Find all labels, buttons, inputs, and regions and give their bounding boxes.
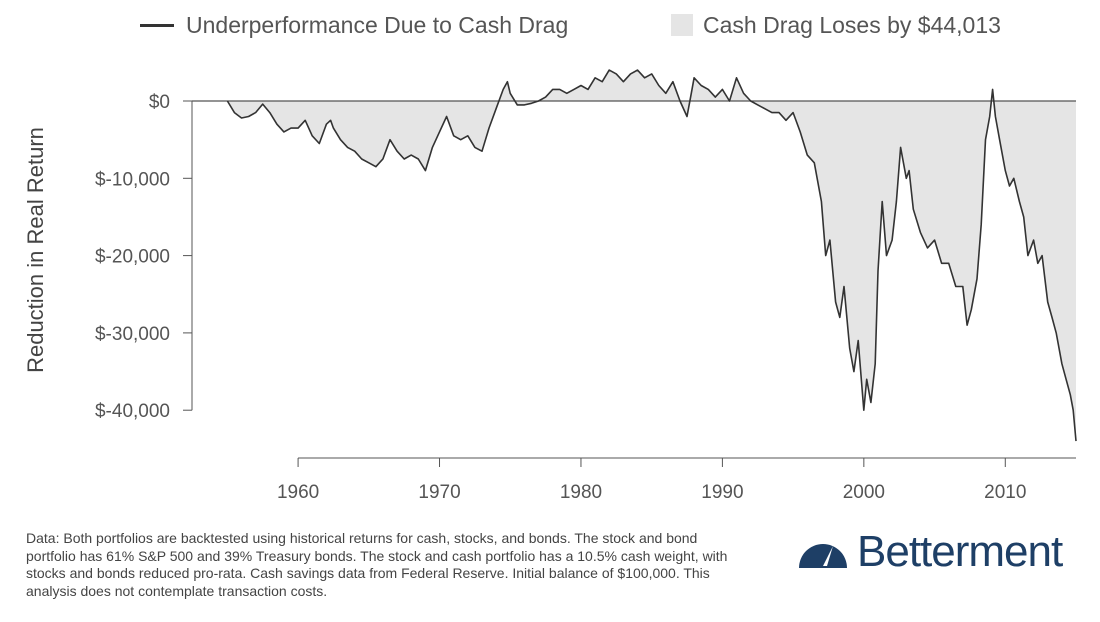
cash-drag-chart: $0 $-10,000 $-20,000 $-30,000 $-40,000 1960 1… xyxy=(23,69,1077,503)
underperformance-line xyxy=(226,69,1077,442)
logo-text: Betterment xyxy=(857,527,1063,576)
y-tick-label: $-30,000 xyxy=(95,324,170,345)
betterment-logo: Betterment xyxy=(797,527,1063,576)
x-tick-label: 1980 xyxy=(560,482,602,503)
footnote: Data: Both portfolios are backtested usi… xyxy=(26,530,728,599)
y-tick-label: $-20,000 xyxy=(95,247,170,268)
y-tick-label: $-40,000 xyxy=(95,401,170,422)
legend-line-swatch xyxy=(140,23,174,27)
legend-area-swatch xyxy=(671,14,693,36)
legend-item-line: Underperformance Due to Cash Drag xyxy=(140,8,568,42)
x-tick-label: 1990 xyxy=(701,482,743,503)
x-tick-label: 1960 xyxy=(277,482,319,503)
legend-area-label: Cash Drag Loses by $44,013 xyxy=(703,11,1001,38)
gauge-icon xyxy=(799,544,847,568)
y-axis-title: Reduction in Real Return xyxy=(23,127,48,373)
legend-item-area: Cash Drag Loses by $44,013 xyxy=(671,8,1001,42)
y-tick-label: $0 xyxy=(149,92,170,113)
x-tick-label: 2010 xyxy=(984,482,1026,503)
chart-legend: Underperformance Due to Cash Drag Cash D… xyxy=(0,8,1100,42)
x-tick-label: 1970 xyxy=(418,482,460,503)
x-tick-label: 2000 xyxy=(843,482,885,503)
cash-drag-area xyxy=(227,70,1076,442)
legend-line-label: Underperformance Due to Cash Drag xyxy=(186,11,569,38)
y-tick-label: $-10,000 xyxy=(95,169,170,190)
